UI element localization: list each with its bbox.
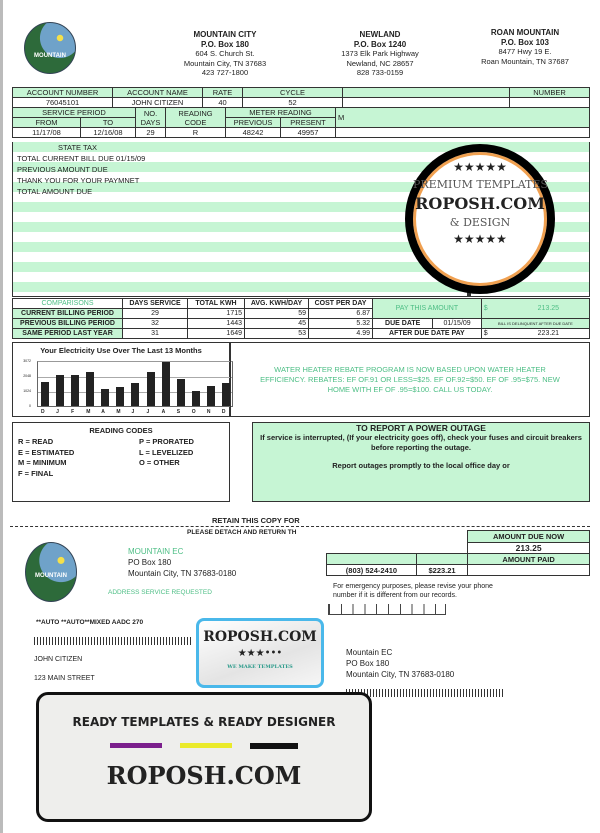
service-table: SERVICE PERIOD NO. DAYS READING CODE METER … [12, 107, 590, 138]
month-label: D [41, 409, 45, 415]
usage-bar [131, 383, 140, 406]
usage-bar [176, 379, 185, 406]
usage-bar [116, 387, 125, 406]
stub-logo: MOUNTAIN [25, 542, 77, 602]
usage-bar [101, 389, 110, 406]
logo-text: MOUNTAIN [34, 53, 66, 59]
watermark-card: ROPOSH.COM ★★★••• WE MAKE TEMPLATES [196, 618, 324, 688]
charge-line: TOTAL AMOUNT DUE [17, 187, 93, 196]
usage-bar [191, 391, 200, 406]
phone-entry-boxes[interactable] [328, 604, 446, 615]
logo-text: MOUNTAIN [35, 573, 67, 579]
stub-table: AMOUNT DUE NOW 213.25 AMOUNT PAID (803) … [326, 530, 590, 576]
month-label: F [71, 409, 75, 415]
usage-bar [71, 374, 80, 406]
stub-company: MOUNTAIN EC PO Box 180 Mountain City, TN 3… [128, 547, 237, 578]
charge-line: TOTAL CURRENT BILL DUE 01/15/09 [17, 154, 146, 163]
charge-line: STATE TAX [58, 143, 98, 152]
month-label: M [86, 409, 91, 415]
rebate-notice: WATER HEATER REBATE PROGRAM IS NOW BASED… [260, 364, 560, 394]
notice-box: WATER HEATER REBATE PROGRAM IS NOW BASED… [230, 342, 590, 417]
office-roan-mountain: ROAN MOUNTAIN P.O. Box 103 8477 Hwy 19 E. R… [481, 28, 569, 66]
month-label: M [116, 409, 121, 415]
page-edge [0, 0, 3, 833]
customer-name: JOHN CITIZEN [34, 656, 83, 663]
usage-bar [161, 362, 170, 406]
postal-barcode [34, 637, 192, 645]
usage-bar [146, 372, 155, 406]
month-label: N [206, 409, 211, 415]
reading-codes: READING CODES R = READ E = ESTIMATED M = M… [12, 422, 230, 502]
usage-chart: Your Electricity Use Over The Last 13 Mo… [12, 342, 233, 417]
month-label: D [221, 409, 226, 415]
remit-barcode [346, 689, 504, 697]
y-tick: 2048 [23, 374, 31, 378]
gridline [38, 377, 232, 378]
month-label: J [146, 409, 150, 415]
month-label: O [191, 409, 196, 415]
mail-code: **AUTO **AUTO**MIXED AADC 270 [36, 619, 144, 626]
usage-bar [56, 375, 65, 406]
charge-line: THANK YOU FOR YOUR PAYMNET [17, 176, 140, 185]
charge-line: PREVIOUS AMOUNT DUE [17, 165, 108, 174]
detach-label: PLEASE DETACH AND RETURN TH [187, 529, 297, 536]
y-tick: 0 [29, 404, 31, 408]
outage-box: TO REPORT A POWER OUTAGE If service is in… [252, 422, 590, 502]
company-logo: MOUNTAIN [24, 22, 76, 74]
remit-address: Mountain EC PO Box 180 Mountain City, TN 3… [346, 648, 455, 679]
watermark-banner: READY TEMPLATES & READY DESIGNER ROPOSH.… [36, 692, 372, 822]
usage-bar [86, 371, 95, 406]
comparisons-table: COMPARISONS DAYS SERVICE TOTAL KWH AVG. KWH… [12, 298, 591, 339]
account-table: ACCOUNT NUMBER ACCOUNT NAME RATE CYCLE NUMBE… [12, 87, 590, 108]
month-label: A [161, 409, 166, 415]
month-label: J [131, 409, 135, 415]
month-label: A [101, 409, 105, 415]
month-label: S [176, 409, 181, 415]
watermark-circle: ★★★★★ PREMIUM TEMPLATES ROPOSH.COM & DES… [405, 144, 555, 294]
usage-bar [206, 385, 215, 406]
tear-line [10, 526, 590, 527]
office-newland: NEWLAND P.O. Box 1240 1373 Elk Park Highwa… [341, 30, 419, 77]
address-service: ADDRESS SERVICE REQUESTED [108, 589, 212, 596]
emergency-note: For emergency purposes, please revise yo… [333, 583, 493, 599]
customer-street: 123 MAIN STREET [34, 675, 95, 682]
retain-label: RETAIN THIS COPY FOR [212, 516, 300, 525]
y-tick: 3072 [23, 359, 31, 363]
y-tick: 1024 [23, 389, 31, 393]
chart-title: Your Electricity Use Over The Last 13 Mo… [40, 346, 202, 355]
usage-bar [221, 382, 230, 406]
office-mountain-city: MOUNTAIN CITY P.O. Box 180 604 S. Church S… [183, 30, 267, 77]
month-label: J [56, 409, 59, 415]
usage-bar [41, 381, 49, 406]
